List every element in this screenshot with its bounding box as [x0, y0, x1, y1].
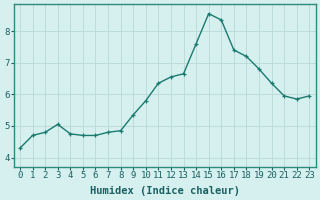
X-axis label: Humidex (Indice chaleur): Humidex (Indice chaleur) — [90, 186, 240, 196]
